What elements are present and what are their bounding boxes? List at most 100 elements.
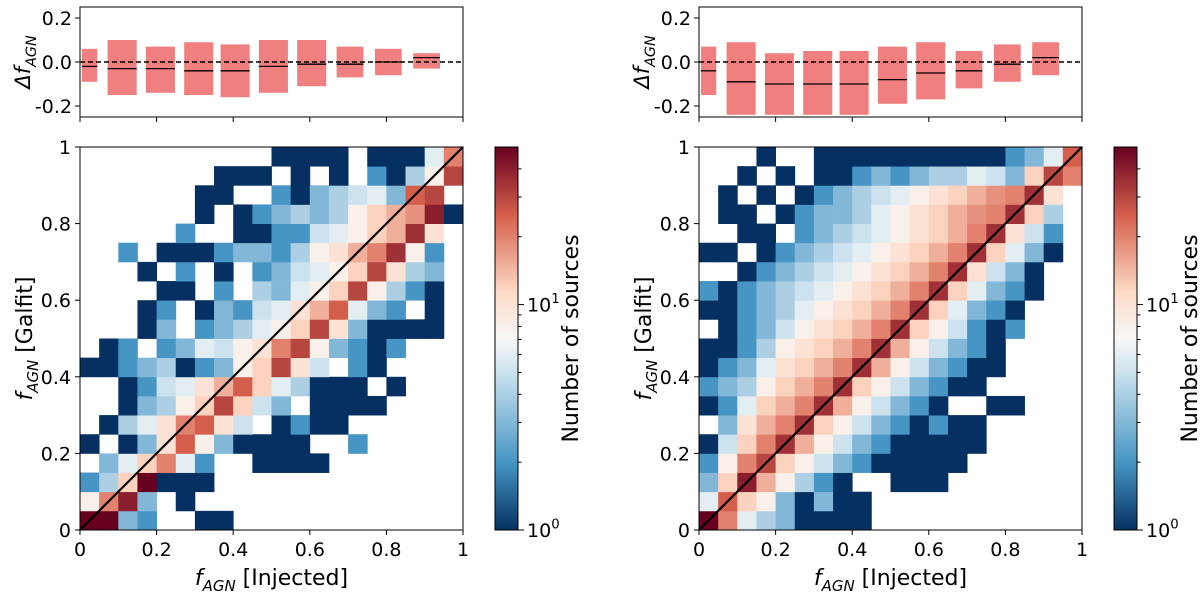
heatmap-cell <box>175 491 196 512</box>
heatmap-cell <box>890 204 911 224</box>
heatmap-cell <box>1005 261 1025 282</box>
heatmap-cell <box>813 242 834 263</box>
heatmap-cell <box>737 415 757 435</box>
heatmap-cell <box>967 223 987 244</box>
heatmap-cell <box>852 223 872 244</box>
one-to-one-line <box>698 146 1083 531</box>
heatmap-cell <box>737 453 757 473</box>
residual-box <box>916 42 946 100</box>
heatmap-cell <box>137 357 157 378</box>
heatmap-cell <box>214 281 234 301</box>
heatmap-cell <box>1005 281 1025 301</box>
heatmap-cell <box>909 281 930 301</box>
heatmap-cell <box>1024 281 1045 301</box>
heatmap-cell <box>871 319 891 339</box>
heatmap-cell <box>328 166 349 186</box>
heatmap-cell <box>986 281 1006 301</box>
heatmap-cell <box>756 357 776 378</box>
heatmap-cell <box>890 472 911 493</box>
heatmap-cell <box>852 415 872 435</box>
heatmap-cell <box>718 510 738 531</box>
heatmap-cell <box>252 357 272 378</box>
heatmap-cell <box>233 242 253 263</box>
heatmap-cell <box>718 319 738 339</box>
heatmap-cell <box>928 472 949 493</box>
heatmap-cell <box>794 472 815 493</box>
x-tick-label: 0.8 <box>990 539 1020 561</box>
heatmap-cell <box>890 357 911 378</box>
heatmap-cell <box>309 185 330 205</box>
heatmap-cell <box>890 261 911 282</box>
y-tick-label: 0 <box>678 520 690 542</box>
y-tick-label: 1 <box>678 137 690 159</box>
heatmap-cell <box>194 510 215 531</box>
colorbar-tick-label: 100 <box>1146 517 1179 542</box>
heatmap-cell <box>194 300 215 320</box>
heatmap-cell <box>871 434 891 454</box>
heatmap-cell <box>367 242 387 263</box>
residual-box <box>877 46 907 104</box>
heatmap-cell <box>737 510 757 531</box>
heatmap-cell <box>813 357 834 378</box>
heatmap-cell <box>852 453 872 473</box>
heatmap-cell <box>813 300 834 320</box>
heatmap-cell <box>947 376 968 397</box>
heatmap-cell <box>405 242 426 263</box>
heatmap-cell <box>775 415 796 435</box>
heatmap-cell <box>909 319 930 339</box>
heatmap-cell <box>813 338 834 359</box>
heatmap-cell <box>290 453 311 473</box>
heatmap-cell <box>252 242 272 263</box>
heatmap-cell <box>718 300 738 320</box>
heatmap-cell <box>775 491 796 512</box>
heatmap: 0 0.2 0.4 0.6 0.8 1 0 0.2 0.4 0.6 0.8 1 fAGN [Inject… <box>632 137 1088 592</box>
x-tick-label: 0.2 <box>141 539 171 561</box>
heatmap-cell <box>348 338 368 359</box>
heatmap-cell <box>813 261 834 282</box>
heatmap-cell <box>137 300 157 320</box>
residual-box <box>184 42 214 95</box>
x-tick-label: 0.4 <box>837 539 867 561</box>
heatmap-cell <box>309 357 330 378</box>
heatmap-cell <box>1024 223 1045 244</box>
heatmap-cell <box>271 357 292 378</box>
heatmap-cell <box>328 204 349 224</box>
residual-box <box>81 48 98 82</box>
heatmap-cell <box>775 472 796 493</box>
heatmap-cell <box>756 319 776 339</box>
heatmap-cell <box>967 338 987 359</box>
heatmap-cell <box>794 376 815 397</box>
heatmap-cell <box>699 491 719 512</box>
heatmap-cell <box>137 415 157 435</box>
heatmap-cell <box>737 376 757 397</box>
heatmap-cell <box>871 376 891 397</box>
heatmap-cell <box>794 453 815 473</box>
heatmap-cell <box>1005 242 1025 263</box>
heatmap-cell <box>1024 166 1045 186</box>
heatmap-cell <box>137 376 157 397</box>
heatmap-cell <box>699 242 719 263</box>
heatmap-cell <box>833 434 853 454</box>
heatmap-cell <box>1024 204 1045 224</box>
heatmap-cell <box>348 376 368 397</box>
heatmap-cell <box>928 204 949 224</box>
heatmap-cell <box>252 204 272 224</box>
heatmap-cell <box>852 491 872 512</box>
residual-box <box>145 46 175 93</box>
heatmap-cell <box>947 147 968 167</box>
residual-box <box>413 53 441 69</box>
heatmap-cell <box>852 510 872 531</box>
heatmap-cell <box>890 376 911 397</box>
y-axis-label: fAGN [Galfit] <box>13 276 42 400</box>
heatmap-cell <box>271 147 292 167</box>
heatmap-cell <box>386 338 406 359</box>
heatmap-cell <box>967 319 987 339</box>
heatmap-cell <box>928 357 949 378</box>
heatmap-cell <box>718 415 738 435</box>
heatmap-cell <box>794 223 815 244</box>
heatmap-cell <box>947 185 968 205</box>
heatmap-cell <box>947 223 968 244</box>
heatmap-cell <box>699 376 719 397</box>
heatmap-cell <box>348 319 368 339</box>
heatmap-cell <box>271 395 292 416</box>
